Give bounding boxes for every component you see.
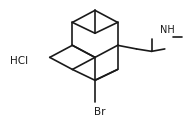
Text: Br: Br	[94, 107, 105, 117]
Text: NH: NH	[160, 25, 175, 35]
Text: HCl: HCl	[10, 56, 29, 66]
